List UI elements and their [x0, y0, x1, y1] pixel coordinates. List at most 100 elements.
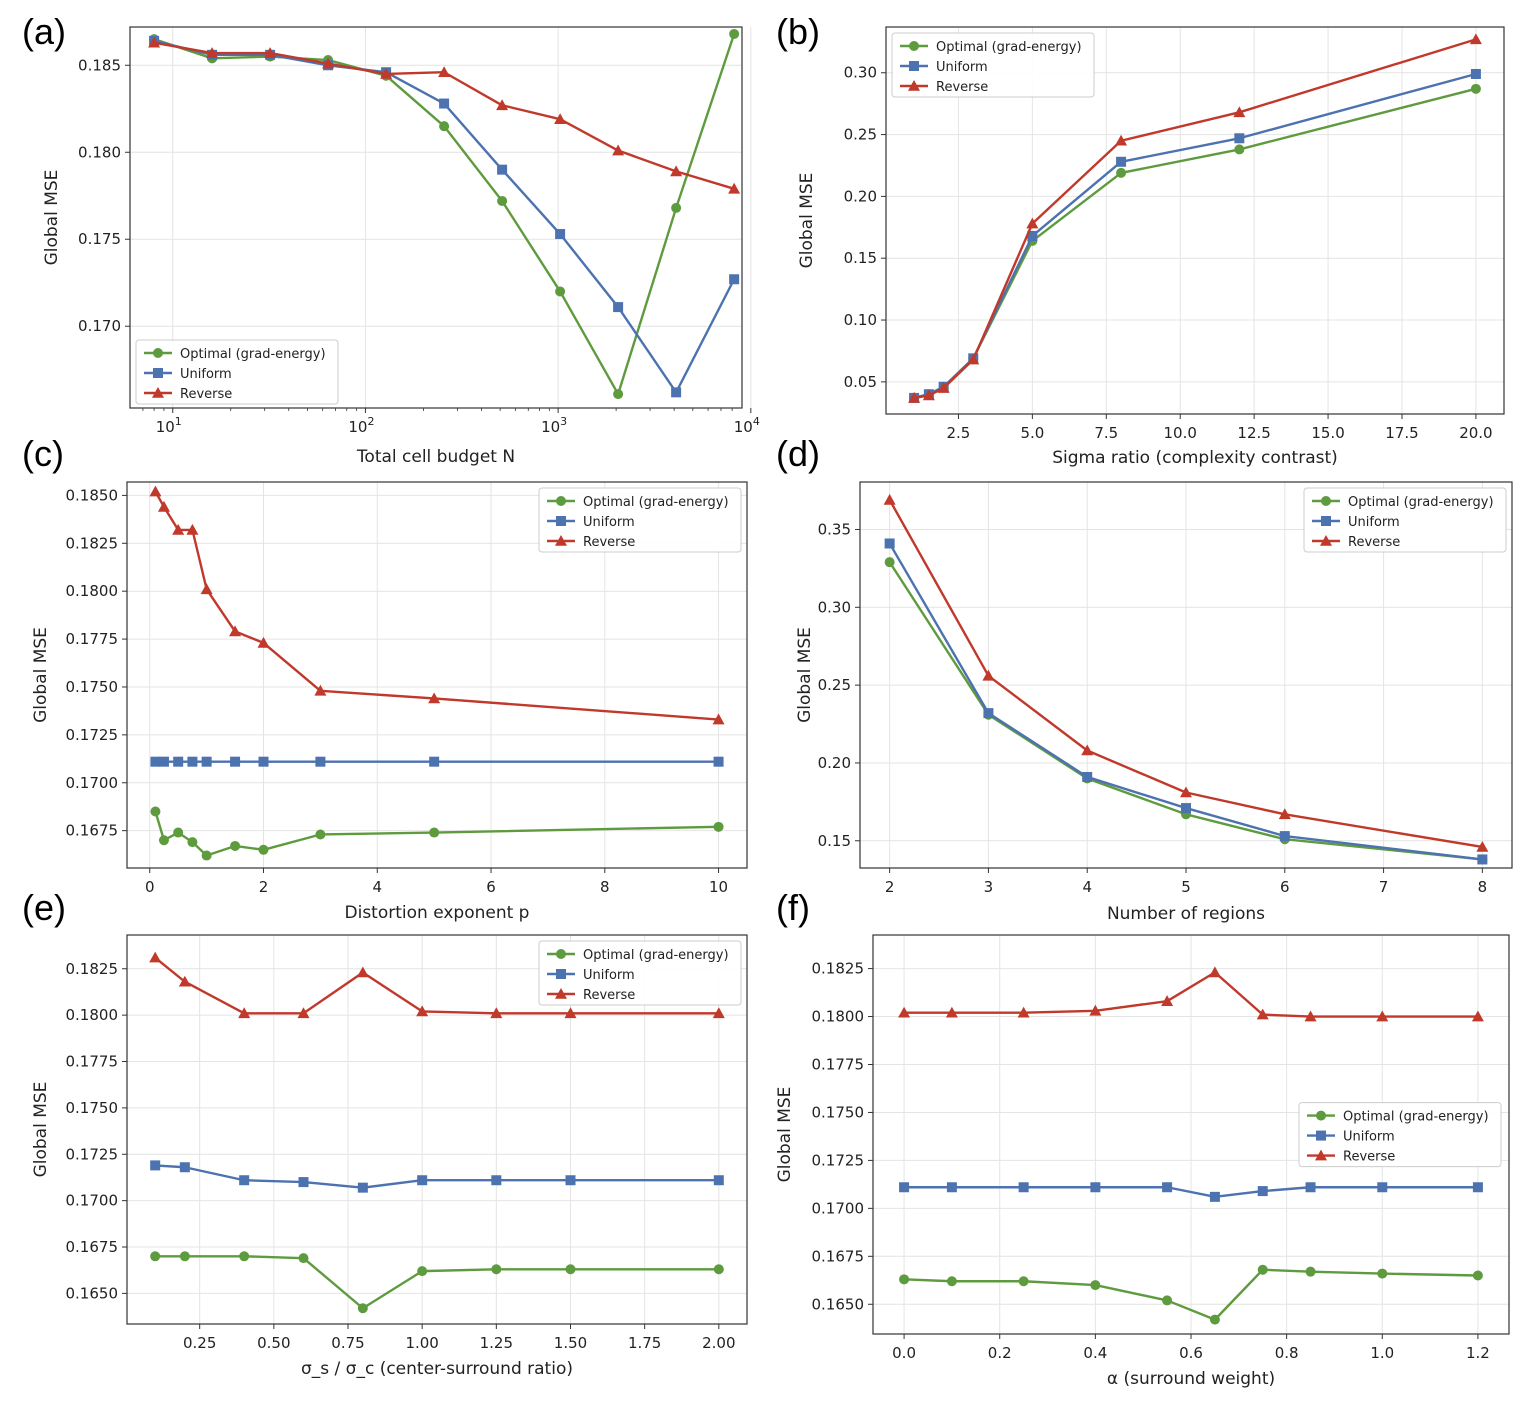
data-point-optimal	[1234, 144, 1245, 155]
data-point-optimal	[173, 827, 184, 838]
data-point-optimal	[150, 1251, 161, 1262]
data-point-reverse	[712, 713, 725, 725]
data-point-uniform	[713, 1175, 724, 1186]
x-tick-label: 7	[1379, 878, 1389, 896]
legend-box	[135, 339, 339, 405]
data-point-optimal	[239, 1251, 250, 1262]
legend-box	[1303, 487, 1507, 553]
legend-marker-uniform	[909, 61, 919, 71]
data-point-optimal	[429, 827, 440, 838]
panel-d: 2 3 4 5 6 7 8 0.15 0.20 0.25 0.30 0.35 Number of reg…	[776, 433, 1513, 924]
data-point-optimal	[555, 286, 566, 297]
data-point-reverse	[496, 99, 509, 111]
data-point-optimal	[150, 806, 161, 817]
data-point-uniform	[439, 98, 450, 109]
data-point-optimal	[1116, 167, 1127, 178]
data-point-reverse	[564, 1007, 577, 1019]
y-tick-label: 0.1800	[66, 582, 119, 600]
legend-marker-reverse	[555, 988, 567, 999]
data-point-reverse	[1469, 33, 1482, 45]
data-point-reverse	[1208, 966, 1221, 978]
data-point-reverse	[200, 583, 213, 595]
data-point-reverse	[1115, 134, 1128, 146]
y-axis-label: Global MSE	[31, 627, 51, 723]
x-tick-label: 0.0	[892, 1344, 916, 1362]
x-tick-label: 5.0	[1020, 424, 1044, 442]
data-point-optimal	[491, 1264, 502, 1275]
data-point-uniform	[158, 756, 169, 767]
legend-item-reverse: Reverse	[547, 535, 635, 550]
legend: Optimal (grad-energy) Uniform Reverse	[538, 940, 742, 1006]
panel-e: 0.25 0.50 0.75 1.00 1.25 1.50 1.75 2.00 0.1650 0.…	[22, 887, 748, 1379]
legend-item-uniform: Uniform	[1312, 515, 1400, 530]
data-point-reverse	[229, 625, 242, 637]
y-tick-label: 0.1675	[66, 822, 119, 840]
x-tick-label: 8	[1478, 878, 1488, 896]
panel-label: (b)	[776, 11, 820, 52]
y-tick-label: 0.1775	[812, 1055, 865, 1073]
legend-label-uniform: Uniform	[583, 968, 635, 983]
data-point-reverse	[178, 975, 191, 987]
legend-box	[1298, 1102, 1502, 1168]
y-tick-label: 0.1750	[66, 1099, 119, 1117]
y-tick-label: 0.15	[844, 249, 877, 267]
legend-marker-uniform	[556, 516, 566, 526]
series-uniform	[150, 1160, 724, 1193]
data-point-optimal	[1209, 1314, 1220, 1325]
y-tick-label: 0.1825	[66, 960, 119, 978]
y-tick-label: 0.1775	[66, 1053, 119, 1071]
data-point-optimal	[1090, 1280, 1101, 1291]
legend-item-optimal: Optimal (grad-energy)	[1312, 495, 1494, 510]
series-reverse	[149, 951, 725, 1019]
data-point-optimal	[1470, 83, 1481, 94]
data-point-optimal	[899, 1274, 910, 1285]
y-axis-label: Global MSE	[797, 173, 817, 269]
y-tick-label: 0.20	[818, 754, 851, 772]
data-point-reverse	[1256, 1008, 1269, 1020]
legend-label-uniform: Uniform	[1343, 1130, 1395, 1145]
x-tick-label: 1.2	[1466, 1344, 1490, 1362]
panel-label: (d)	[776, 433, 820, 474]
legend-label-uniform: Uniform	[936, 60, 988, 75]
series-uniform	[899, 1182, 1483, 1202]
data-point-optimal	[565, 1264, 576, 1275]
data-point-uniform	[187, 756, 198, 767]
data-point-reverse	[322, 57, 335, 69]
legend-marker-reverse	[1315, 1149, 1327, 1161]
y-tick-label: 0.180	[78, 143, 121, 161]
legend-label-reverse: Reverse	[583, 988, 635, 1003]
y-tick-label: 0.1700	[66, 774, 119, 792]
legend-box	[891, 32, 1095, 98]
series-reverse	[883, 493, 1489, 852]
data-point-optimal	[884, 557, 895, 568]
y-tick-label: 0.1725	[66, 726, 119, 744]
y-tick-label: 0.1700	[66, 1192, 119, 1210]
y-tick-label: 0.30	[818, 598, 851, 616]
x-tick-label: 1.75	[628, 1334, 661, 1352]
x-tick-label: 0.50	[257, 1334, 290, 1352]
y-tick-label: 0.05	[844, 373, 877, 391]
data-point-reverse	[356, 966, 369, 978]
legend: Optimal (grad-energy) Uniform Reverse	[538, 487, 742, 553]
data-point-reverse	[883, 493, 896, 505]
data-point-reverse	[257, 636, 270, 648]
data-point-optimal	[230, 840, 241, 851]
series-line-optimal	[154, 811, 719, 857]
y-tick-label: 0.25	[818, 676, 851, 694]
x-tick-label: 2.5	[947, 424, 971, 442]
legend-marker-optimal	[556, 949, 566, 959]
legend-item-uniform: Uniform	[900, 60, 988, 75]
legend-item-uniform: Uniform	[547, 515, 635, 530]
data-point-reverse	[1180, 786, 1192, 798]
data-point-optimal	[946, 1276, 957, 1287]
panel-b: 2.5 5.0 7.5 10.0 12.5 15.0 17.5 20.0 0.05 0.10 0.1…	[776, 11, 1505, 468]
y-tick-label: 0.1800	[66, 1006, 119, 1024]
x-tick-label: 103	[541, 415, 567, 436]
x-tick-label: 0	[145, 878, 155, 896]
x-tick-label: 5	[1181, 878, 1191, 896]
data-point-uniform	[899, 1182, 910, 1193]
data-point-optimal	[713, 1264, 724, 1275]
data-point-uniform	[497, 164, 508, 175]
legend-item-uniform: Uniform	[1307, 1130, 1395, 1145]
series-optimal	[909, 83, 1481, 403]
